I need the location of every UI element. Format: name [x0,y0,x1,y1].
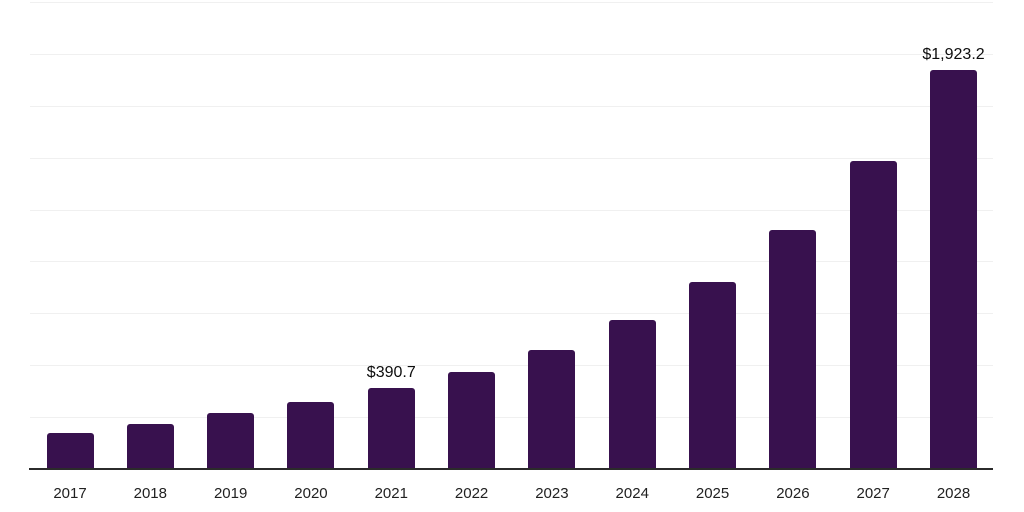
bar-2021 [367,387,415,469]
bar-2027 [849,161,897,469]
bar-2018 [126,423,174,469]
x-tick-label-2019: 2019 [213,485,248,502]
gridline-500 [30,365,993,367]
x-tick-label-2018: 2018 [133,485,167,502]
x-tick-label-2027: 2027 [856,485,890,502]
bar-2028 [930,69,978,469]
x-tick-label-2021: 2021 [374,485,408,502]
x-tick-label-2020: 2020 [294,485,328,502]
gridline-1000 [30,261,993,263]
plot-area: $390.7 $1,923.2 [30,2,993,469]
gridline-2250 [30,2,993,3]
bar-2026 [769,230,817,469]
bar-2023 [528,349,576,469]
x-axis-line [29,468,993,470]
gridline-1250 [30,209,993,211]
gridline-750 [30,313,993,315]
gridline-250 [30,417,993,419]
x-tick-label-2025: 2025 [695,485,730,502]
gridline-2000 [30,53,993,55]
bar-2020 [287,401,335,469]
bar-value-label-2028: $1,923.2 [922,45,985,63]
bar-2017 [46,432,94,469]
x-tick-label-2022: 2022 [454,485,489,502]
x-tick-label-2024: 2024 [615,485,649,502]
bar-value-label-2021: $390.7 [366,363,416,381]
bar-2019 [207,412,255,469]
x-tick-label-2026: 2026 [776,485,810,502]
x-tick-label-2028: 2028 [936,485,971,502]
bar-2024 [608,319,656,469]
gridline-1750 [30,105,993,107]
x-tick-label-2017: 2017 [53,485,87,502]
bar-2025 [689,282,737,469]
gridline-1500 [30,157,993,159]
bar-2022 [448,372,496,469]
x-tick-label-2023: 2023 [535,485,569,502]
